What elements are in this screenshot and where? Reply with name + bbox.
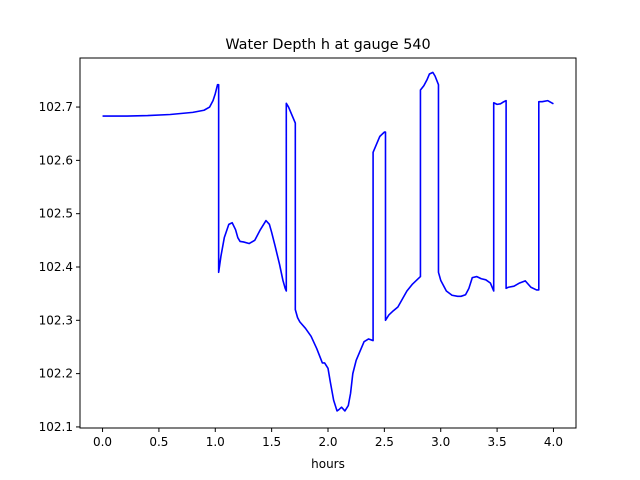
y-tick-label: 102.7	[39, 100, 73, 114]
x-tick-label: 2.5	[375, 435, 394, 449]
x-axis-label: hours	[311, 457, 345, 471]
x-tick-label: 0.5	[149, 435, 168, 449]
x-tick-label: 3.0	[431, 435, 450, 449]
plot-area	[102, 71, 554, 412]
y-axis-ticks: 102.1 102.2 102.3 102.4 102.5 102.6 102.7	[39, 100, 80, 434]
y-tick-label: 102.5	[39, 207, 73, 221]
x-tick-label: 4.0	[544, 435, 563, 449]
x-tick-label: 3.5	[488, 435, 507, 449]
series-line-0	[102, 71, 554, 412]
x-tick-label: 0.0	[93, 435, 112, 449]
axes-frame	[79, 57, 577, 429]
x-tick-label: 2.0	[318, 435, 337, 449]
x-tick-label: 1.5	[262, 435, 281, 449]
y-tick-label: 102.2	[39, 367, 73, 381]
y-tick-label: 102.4	[39, 260, 73, 274]
chart-title: Water Depth h at gauge 540	[225, 37, 430, 53]
y-tick-label: 102.6	[39, 153, 73, 167]
y-tick-label: 102.3	[39, 313, 73, 327]
x-tick-label: 1.0	[206, 435, 225, 449]
x-axis-ticks: 0.0 0.5 1.0 1.5 2.0 2.5 3.0 3.5 4.0	[93, 428, 563, 449]
y-tick-label: 102.1	[39, 420, 73, 434]
